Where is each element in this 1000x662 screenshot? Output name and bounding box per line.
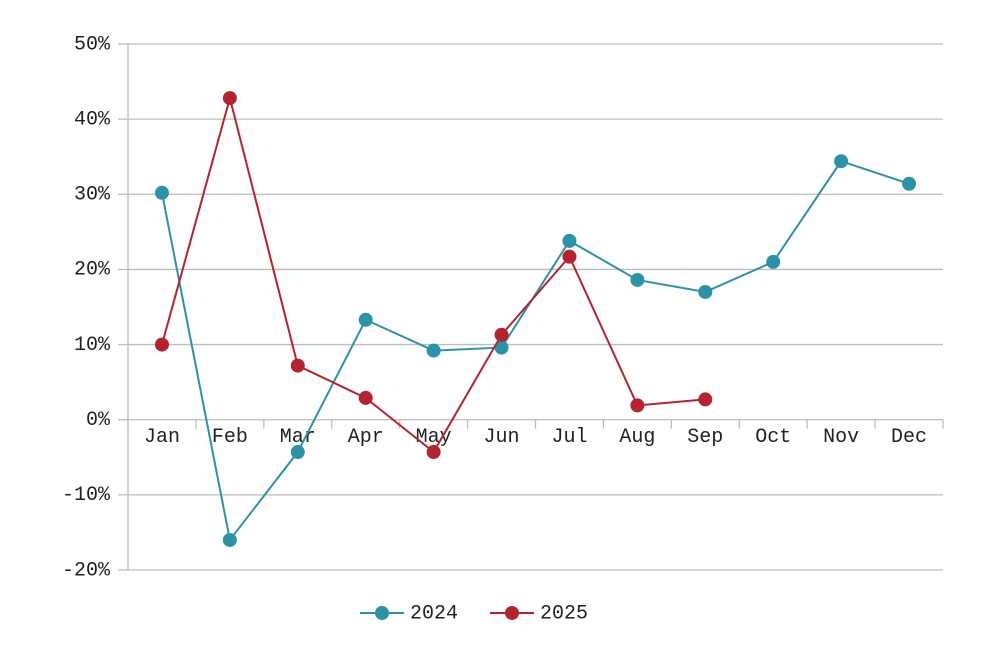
y-tick-label: -20% bbox=[62, 559, 111, 582]
y-tick-label: 40% bbox=[74, 108, 111, 131]
y-tick-label: -10% bbox=[62, 484, 111, 507]
x-tick-label: Feb bbox=[212, 426, 248, 449]
data-point bbox=[426, 445, 441, 460]
data-point bbox=[222, 91, 237, 106]
x-tick-label: Jan bbox=[144, 426, 180, 449]
x-tick-label: Aug bbox=[619, 426, 655, 449]
data-point bbox=[154, 185, 169, 200]
x-tick-label: Sep bbox=[687, 426, 723, 449]
x-tick-label: Apr bbox=[348, 426, 384, 449]
x-tick-label: May bbox=[416, 426, 452, 449]
data-point bbox=[222, 532, 237, 547]
data-point bbox=[630, 272, 645, 287]
data-point bbox=[766, 254, 781, 269]
y-tick-label: 50% bbox=[74, 33, 111, 56]
legend-label: 2024 bbox=[410, 602, 458, 625]
data-point bbox=[698, 392, 713, 407]
x-tick-label: Dec bbox=[891, 426, 927, 449]
data-point bbox=[426, 343, 441, 358]
data-point bbox=[698, 284, 713, 299]
series-line bbox=[160, 160, 910, 543]
legend-marker bbox=[375, 606, 389, 620]
legend-marker bbox=[505, 606, 519, 620]
data-point bbox=[290, 358, 305, 373]
x-tick-label: Oct bbox=[755, 426, 791, 449]
x-tick-label: Jul bbox=[551, 426, 587, 449]
data-point bbox=[630, 398, 645, 413]
data-point bbox=[562, 249, 577, 264]
data-point bbox=[358, 390, 373, 405]
y-tick-label: 0% bbox=[86, 409, 111, 432]
data-point bbox=[154, 337, 169, 352]
x-tick-label: Nov bbox=[823, 426, 859, 449]
x-tick-label: Jun bbox=[484, 426, 520, 449]
y-tick-label: 20% bbox=[74, 259, 111, 282]
data-point bbox=[834, 154, 849, 169]
y-tick-label: 30% bbox=[74, 184, 111, 207]
series-line bbox=[160, 94, 706, 454]
legend-label: 2025 bbox=[540, 602, 588, 625]
data-point bbox=[358, 312, 373, 327]
x-tick-label: Mar bbox=[280, 426, 316, 449]
data-point bbox=[290, 445, 305, 460]
data-point bbox=[494, 327, 509, 342]
data-point bbox=[562, 233, 577, 248]
y-tick-label: 10% bbox=[74, 334, 111, 357]
data-point bbox=[902, 176, 917, 191]
data-point bbox=[494, 340, 509, 355]
